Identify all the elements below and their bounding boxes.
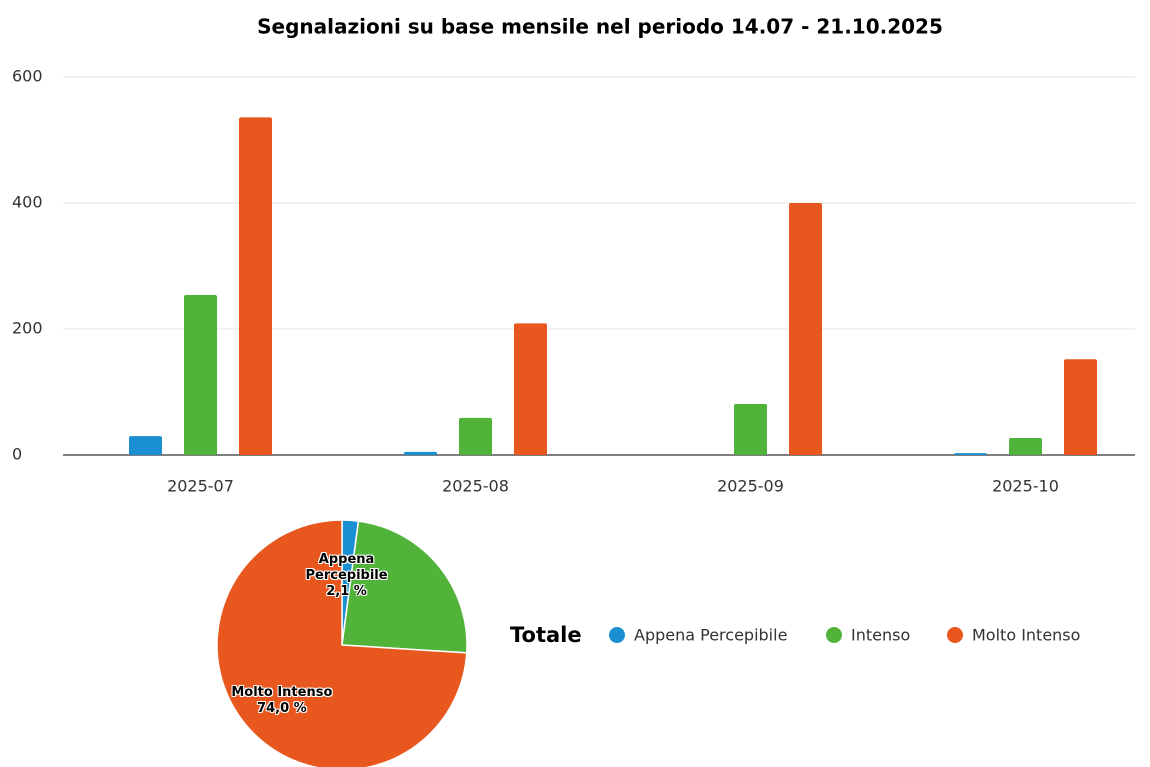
legend-marker	[609, 627, 625, 643]
x-tick-label: 2025-08	[442, 477, 509, 496]
y-tick-label: 600	[12, 67, 43, 86]
legend-label: Appena Percepibile	[634, 626, 787, 645]
bar	[514, 323, 547, 455]
bar	[184, 294, 217, 455]
bar	[954, 453, 987, 455]
x-tick-label: 2025-10	[992, 477, 1059, 496]
legend-label: Intenso	[851, 626, 910, 645]
bar	[734, 403, 767, 455]
pie-slice	[216, 519, 468, 767]
bar	[129, 436, 162, 455]
bar	[1009, 437, 1042, 455]
pie-label: Appena Percepibile 2,1 %	[299, 552, 394, 600]
y-tick-label: 400	[12, 193, 43, 212]
legend-label: Molto Intenso	[972, 626, 1080, 645]
x-tick-label: 2025-09	[717, 477, 784, 496]
chart-title: Segnalazioni su base mensile nel periodo…	[257, 15, 943, 39]
pie-label: Molto Intenso 74,0 %	[231, 685, 332, 717]
pie-slice	[341, 520, 468, 654]
pie-label-value: 74,0 %	[257, 701, 307, 717]
bar	[239, 117, 272, 455]
x-tick-label: 2025-07	[167, 477, 234, 496]
y-tick-label: 200	[12, 319, 43, 338]
bar	[1064, 359, 1097, 455]
bar	[459, 417, 492, 455]
pie-label-value: 2,1 %	[326, 584, 367, 600]
bar	[404, 451, 437, 455]
legend-marker	[826, 627, 842, 643]
pie-label-name: Molto Intenso	[231, 685, 333, 701]
pie-label-name: Appena Percepibile	[305, 552, 388, 584]
legend-title: Totale	[510, 623, 582, 647]
y-tick-label: 0	[12, 445, 22, 464]
legend-marker	[947, 627, 963, 643]
bar	[789, 203, 822, 455]
